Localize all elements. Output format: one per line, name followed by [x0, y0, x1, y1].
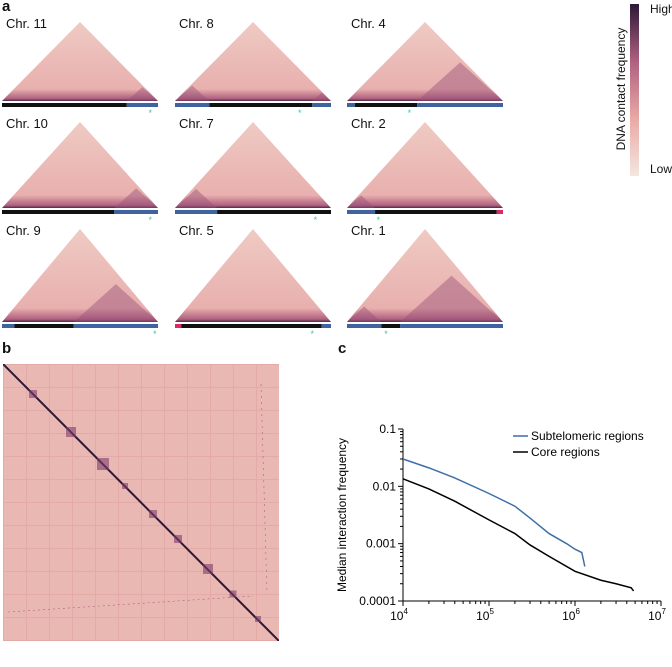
legend-label: Core regions: [531, 445, 600, 459]
chromosome-contact-triangle: *: [2, 22, 158, 118]
tad-block: [255, 616, 261, 622]
chromosome-contact-triangle: *: [347, 229, 503, 339]
genome-contact-heatmap: [3, 364, 279, 641]
region-bar-rdna: [496, 210, 503, 214]
chromosome-contact-triangle: *: [175, 122, 331, 225]
region-bar-core: [14, 324, 74, 328]
colorbar: [630, 4, 639, 176]
region-bar-subtelomeric: [400, 324, 503, 328]
region-bar-subtelomeric: [347, 324, 382, 328]
region-bar-core: [209, 103, 313, 107]
legend-label: Subtelomeric regions: [531, 429, 644, 443]
x-tick-label: 105: [476, 607, 494, 623]
y-tick-label: 0.1: [379, 422, 396, 436]
colorbar-title: DNA contact frequency: [614, 27, 628, 151]
centromere-marker: *: [148, 215, 152, 225]
region-bar-subtelomeric: [114, 210, 158, 214]
centromere-marker: *: [314, 215, 318, 225]
centromere-marker: *: [384, 329, 388, 339]
centromere-marker: *: [298, 108, 302, 118]
region-bar-subtelomeric: [321, 324, 331, 328]
chromosome-contact-triangle: *: [2, 122, 158, 225]
x-tick-label: 106: [562, 607, 580, 623]
region-bar-subtelomeric: [347, 210, 376, 214]
series-line-subtelomeric: [402, 458, 586, 567]
centromere-marker: *: [408, 108, 412, 118]
region-bar-subtelomeric: [417, 103, 503, 107]
tad-block: [29, 390, 37, 398]
panel-label-a: a: [2, 0, 11, 15]
region-bar-core: [217, 210, 331, 214]
region-bar-subtelomeric: [312, 103, 331, 107]
tad-block: [66, 427, 76, 437]
y-tick-label: 0.001: [366, 537, 396, 551]
chromosome-contact-triangle: *: [175, 22, 331, 118]
region-bar-subtelomeric: [175, 103, 210, 107]
chromosome-contact-triangle: *: [347, 22, 503, 118]
y-axis-label: Median interaction frequency: [335, 438, 349, 592]
chromosome-label: Chr. 8: [179, 16, 214, 31]
panel-label-b: b: [2, 340, 12, 357]
x-tick-label: 104: [390, 607, 408, 623]
tad-block: [149, 510, 157, 518]
panel-label-c: c: [338, 340, 347, 357]
y-tick-label: 0.01: [373, 479, 397, 493]
region-bar-subtelomeric: [126, 103, 158, 107]
region-bar-core: [375, 210, 497, 214]
chromosome-label: Chr. 1: [351, 223, 386, 238]
region-bar-core: [381, 324, 401, 328]
chromosome-contact-triangle: *: [2, 229, 158, 339]
chromosome-contact-triangle: *: [175, 229, 331, 339]
x-axis-label: Genomic distance [bp]: [472, 624, 591, 625]
chromosome-contact-triangle: *: [347, 122, 503, 225]
chromosome-label: Chr. 11: [6, 16, 47, 31]
chromosome-label: Chr. 7: [179, 116, 214, 131]
centromere-marker: *: [148, 108, 152, 118]
chromosome-label: Chr. 9: [6, 223, 41, 238]
region-bar-subtelomeric: [347, 103, 355, 107]
region-bar-core: [354, 103, 418, 107]
series-line-core: [402, 478, 635, 592]
tad-block: [97, 458, 109, 470]
region-bar-subtelomeric: [73, 324, 158, 328]
region-bar-core: [2, 210, 115, 214]
centromere-marker: *: [311, 329, 315, 339]
centromere-marker: *: [153, 329, 157, 339]
tad-block: [229, 590, 237, 598]
x-tick-label: 107: [648, 607, 666, 623]
colorbar-low-label: Low: [650, 162, 672, 176]
region-bar-core: [2, 103, 127, 107]
region-bar-subtelomeric: [175, 210, 218, 214]
tad-block: [122, 483, 128, 489]
chromosome-label: Chr. 10: [6, 116, 48, 131]
region-bar-rdna: [175, 324, 182, 328]
region-bar-core: [181, 324, 322, 328]
tad-block: [203, 564, 213, 574]
chromosome-label: Chr. 2: [351, 116, 386, 131]
y-tick-label: 0.0001: [359, 594, 396, 608]
chromosome-label: Chr. 5: [179, 223, 214, 238]
tad-block: [174, 535, 182, 543]
colorbar-high-label: High: [650, 2, 672, 16]
region-bar-subtelomeric: [2, 324, 15, 328]
chromosome-label: Chr. 4: [351, 16, 386, 31]
centromere-marker: *: [376, 215, 380, 225]
